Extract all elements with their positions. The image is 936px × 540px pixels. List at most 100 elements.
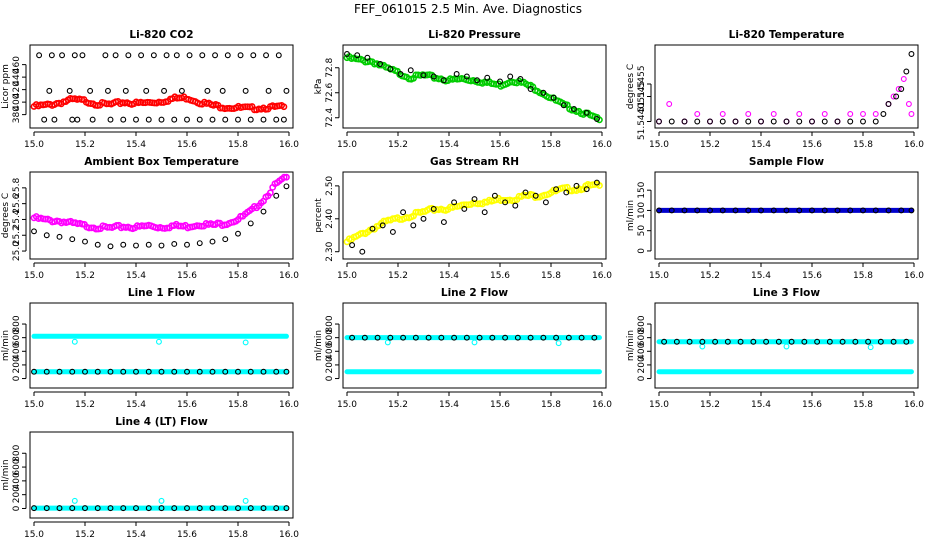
y-axis-label: Licor ppm <box>1 64 11 109</box>
data-point <box>163 52 170 59</box>
data-point <box>532 192 539 199</box>
data-point <box>656 207 662 214</box>
y-tick-label: 25.0 <box>12 241 22 261</box>
x-tick-label: 15.2 <box>700 140 720 150</box>
data-point <box>908 207 915 214</box>
data-point <box>847 111 854 117</box>
data-point <box>583 186 590 193</box>
x-tick-label: 15.8 <box>853 400 873 410</box>
data-point <box>898 207 905 214</box>
data-point <box>542 199 549 206</box>
data-point <box>43 505 50 512</box>
data-point <box>273 192 280 199</box>
data-point <box>260 208 267 215</box>
x-axis: 15.0 15.2 15.4 15.6 15.8 16.0 <box>649 131 924 150</box>
data-point <box>474 77 480 84</box>
data-point <box>161 87 168 94</box>
y-tick-label: 100 <box>637 202 647 219</box>
data-point <box>895 86 902 92</box>
data-point <box>235 368 241 375</box>
x-tick-label: 15.6 <box>802 271 822 281</box>
x-tick-label: 15.2 <box>75 400 95 410</box>
plot-area <box>31 333 290 375</box>
data-point <box>719 111 726 117</box>
data-point <box>451 199 458 206</box>
data-point <box>737 338 744 345</box>
x-tick-label: 15.0 <box>24 140 44 150</box>
y-axis-label: ml/min <box>1 459 11 490</box>
data-point <box>242 87 249 94</box>
plot-area <box>343 51 603 124</box>
data-point <box>707 207 713 214</box>
data-point <box>570 106 577 112</box>
plot-area <box>656 338 914 375</box>
data-point <box>471 339 478 346</box>
y-tick-label: 800 <box>637 315 647 332</box>
x-tick-label: 15.2 <box>75 140 95 150</box>
data-point <box>412 334 419 341</box>
x-tick-label: 15.0 <box>24 400 44 410</box>
x-tick-label: 15.8 <box>228 400 248 410</box>
data-point <box>247 505 254 512</box>
data-point <box>145 241 152 248</box>
data-point <box>364 54 371 61</box>
data-point <box>273 368 280 375</box>
data-point <box>770 118 777 125</box>
data-point <box>145 505 152 512</box>
data-point <box>250 52 257 59</box>
panel-li820-temp: Li-820 Temperature 15.0 15.2 15.4 15.6 15.8 16… <box>626 29 924 150</box>
data-point <box>724 338 731 345</box>
data-point <box>138 52 145 59</box>
data-point <box>235 116 241 123</box>
data-point <box>527 86 534 92</box>
y-tick-label: 0 <box>637 248 647 254</box>
data-point <box>796 118 803 125</box>
x-tick-label: 16.0 <box>904 271 924 281</box>
y-axis-label: ml/min <box>626 330 636 361</box>
x-tick-label: 15.2 <box>75 271 95 281</box>
data-point <box>847 207 854 214</box>
y-tick-label: 150 <box>637 181 647 198</box>
x-tick-label: 15.6 <box>802 400 822 410</box>
chart-title: Li-820 Temperature <box>729 29 845 41</box>
series-temp-samples <box>656 51 915 125</box>
data-point <box>235 230 241 237</box>
chart-title: Line 1 Flow <box>128 287 195 299</box>
data-point <box>821 118 828 125</box>
data-point <box>668 118 675 125</box>
data-point <box>184 505 190 512</box>
x-axis: 15.0 15.2 15.4 15.6 15.8 16.0 <box>337 131 612 150</box>
data-point <box>397 71 404 77</box>
y-tick-label: 800 <box>325 315 335 332</box>
panel-line2-flow: Line 2 Flow 15.0 15.2 15.4 15.6 15.8 16.0 0 2004… <box>314 287 612 410</box>
y-tick-label: 2.50 <box>325 176 335 196</box>
data-point <box>133 242 139 249</box>
series-sample-flow-samples <box>656 207 915 214</box>
y-tick-label: 50 <box>637 225 647 237</box>
data-point <box>283 183 290 190</box>
y-tick-label: 600 <box>12 329 22 346</box>
series-line3-flow-spikes <box>699 343 874 351</box>
data-point <box>94 505 101 512</box>
x-tick-label: 16.0 <box>279 530 299 540</box>
plot-frame <box>29 431 294 519</box>
data-point <box>66 87 73 94</box>
x-tick-label: 15.4 <box>126 271 146 281</box>
y-tick-label: 400 <box>637 342 647 359</box>
data-point <box>212 52 219 59</box>
data-point <box>681 207 688 214</box>
y-tick-label: 420 <box>12 81 22 98</box>
data-point <box>502 334 509 341</box>
x-tick-label: 15.0 <box>337 400 357 410</box>
y-tick-label: 0 <box>12 375 22 381</box>
data-point <box>770 111 777 117</box>
y-tick-label: 200 <box>637 356 647 373</box>
data-point <box>156 338 162 345</box>
data-point <box>410 222 417 229</box>
chart-title: Line 4 (LT) Flow <box>115 416 208 428</box>
data-point <box>133 116 139 123</box>
series-co2-continuous <box>30 93 288 114</box>
data-point <box>860 118 866 125</box>
